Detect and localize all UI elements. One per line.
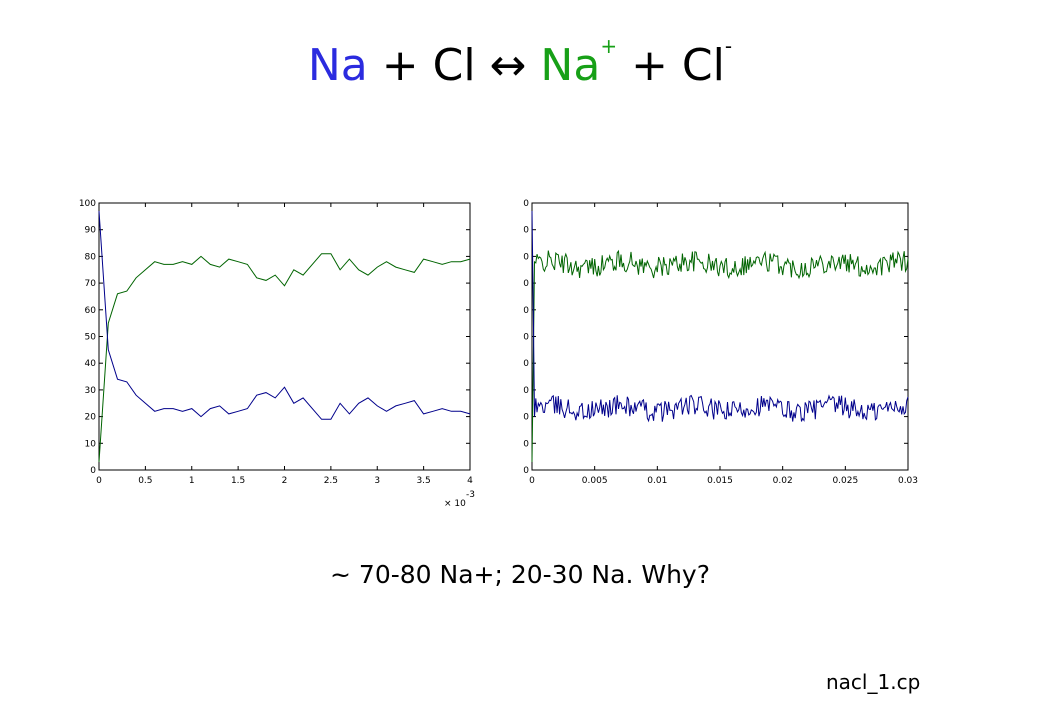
y-tick-label: 70 [85, 279, 97, 289]
x-tick-label: 4 [467, 476, 473, 486]
title-part-na-charge: + [600, 34, 618, 58]
y-tick-label: 0 [523, 252, 529, 262]
y-tick-label: 0 [523, 439, 529, 449]
y-tick-label: 100 [79, 199, 96, 209]
y-tick-label: 20 [85, 413, 97, 423]
y-tick-label: 10 [85, 439, 97, 449]
y-tick-label: 90 [85, 226, 97, 236]
y-tick-label: 0 [90, 466, 96, 476]
x-multiplier: × 10 [444, 499, 466, 509]
x-tick-label: 0.03 [898, 476, 918, 486]
x-tick-label: 0 [96, 476, 102, 486]
y-tick-label: 0 [523, 466, 529, 476]
x-tick-label: 0.015 [707, 476, 733, 486]
plot-frame [531, 202, 909, 471]
y-tick-label: 40 [85, 359, 97, 369]
x-tick-label: 2.5 [324, 476, 338, 486]
y-tick-label: 0 [523, 306, 529, 316]
y-tick-label: 0 [523, 279, 529, 289]
title-part-plus-1: + [367, 40, 433, 91]
title-part-na-ion: Na [540, 40, 601, 91]
title-part-plus-2: + [617, 40, 682, 91]
title-part-arrow: ↔ [475, 40, 541, 91]
file-tag: nacl_1.cp [826, 670, 921, 694]
title-part-cl-ion: Cl [681, 40, 725, 91]
y-tick-label: 60 [85, 306, 97, 316]
slide-subtitle: ~ 70-80 Na+; 20-30 Na. Why? [330, 560, 710, 589]
x-tick-label: 0.01 [647, 476, 667, 486]
x-tick-label: 0.005 [582, 476, 608, 486]
slide-title: Na + Cl ↔ Na+ + Cl- [0, 34, 1040, 91]
title-part-cl: Cl [432, 40, 476, 91]
x-tick-label: 3 [374, 476, 380, 486]
title-part-na: Na [307, 40, 368, 91]
y-tick-label: 0 [523, 386, 529, 396]
chart-short-time: 0 10 20 30 40 50 60 70 80 90 100 0 0.5 1 1.5 2 2.5 3 3.5 4 ×… [79, 199, 475, 509]
x-tick-label: 3.5 [416, 476, 430, 486]
y-tick-label: 50 [85, 333, 97, 343]
series-line-1 [531, 249, 909, 463]
x-tick-label: 0 [529, 476, 535, 486]
series-line-2 [98, 210, 471, 420]
y-tick-label: 0 [523, 413, 529, 423]
title-part-cl-charge: - [724, 34, 733, 58]
y-tick-label: 0 [523, 199, 529, 209]
y-tick-label: 0 [523, 333, 529, 343]
y-tick-label: 0 [523, 359, 529, 369]
x-multiplier-exponent: -3 [466, 490, 475, 500]
x-tick-label: 0.5 [138, 476, 152, 486]
y-tick-label: 80 [85, 252, 97, 262]
x-tick-label: 1 [189, 476, 195, 486]
x-tick-label: 1.5 [231, 476, 245, 486]
series-line-2 [531, 210, 909, 423]
x-tick-label: 0.02 [773, 476, 793, 486]
y-tick-label: 30 [85, 386, 97, 396]
x-tick-label: 0.025 [832, 476, 858, 486]
y-tick-label: 0 [523, 226, 529, 236]
series-line-1 [98, 253, 471, 463]
plot-frame [98, 202, 471, 471]
x-tick-label: 2 [282, 476, 288, 486]
